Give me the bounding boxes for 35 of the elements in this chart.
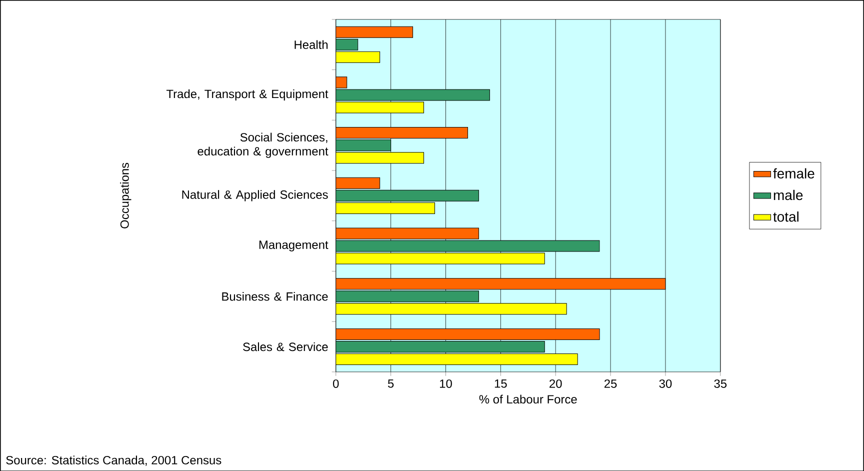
bar — [336, 101, 424, 114]
y-axis-title: Occupations — [120, 162, 132, 228]
bar — [336, 88, 490, 100]
y-tick-label: Business & Finance — [222, 292, 328, 301]
x-tick-label: 35 — [714, 379, 727, 388]
legend-label: female — [773, 168, 814, 178]
bar — [336, 51, 380, 63]
legend-label: male — [774, 190, 803, 200]
bar — [336, 290, 479, 302]
x-tick-label: 15 — [494, 379, 507, 388]
x-tick-label: 0 — [333, 379, 339, 388]
x-tick-label: 5 — [388, 379, 394, 388]
bar — [336, 302, 567, 314]
y-tick-label: Social Sciences, education & government — [198, 132, 328, 158]
y-tick-label: Sales & Service — [243, 342, 328, 351]
bar — [336, 202, 436, 214]
y-tick-label: Natural & Applied Sciences — [182, 190, 328, 202]
bar — [336, 252, 545, 264]
x-axis-title: % of Labour Force — [479, 394, 577, 404]
x-tick-label: 30 — [659, 379, 672, 388]
legend-label: total — [773, 211, 798, 222]
x-tick-label: 25 — [604, 379, 617, 388]
bar — [336, 353, 578, 365]
bar — [336, 240, 600, 252]
x-tick-label: 20 — [550, 379, 562, 388]
bar — [336, 152, 424, 164]
bar — [336, 190, 479, 202]
bar — [336, 340, 545, 352]
x-tick-label: 10 — [440, 379, 452, 388]
y-tick-label: Health — [294, 40, 328, 49]
bar — [336, 139, 392, 151]
bar — [336, 38, 358, 50]
y-tick-label: Management — [259, 240, 328, 252]
y-tick-label: Trade, Transport & Equipment — [166, 89, 328, 100]
source-note: Source: Statistics Canada, 2001 Census — [6, 455, 222, 466]
